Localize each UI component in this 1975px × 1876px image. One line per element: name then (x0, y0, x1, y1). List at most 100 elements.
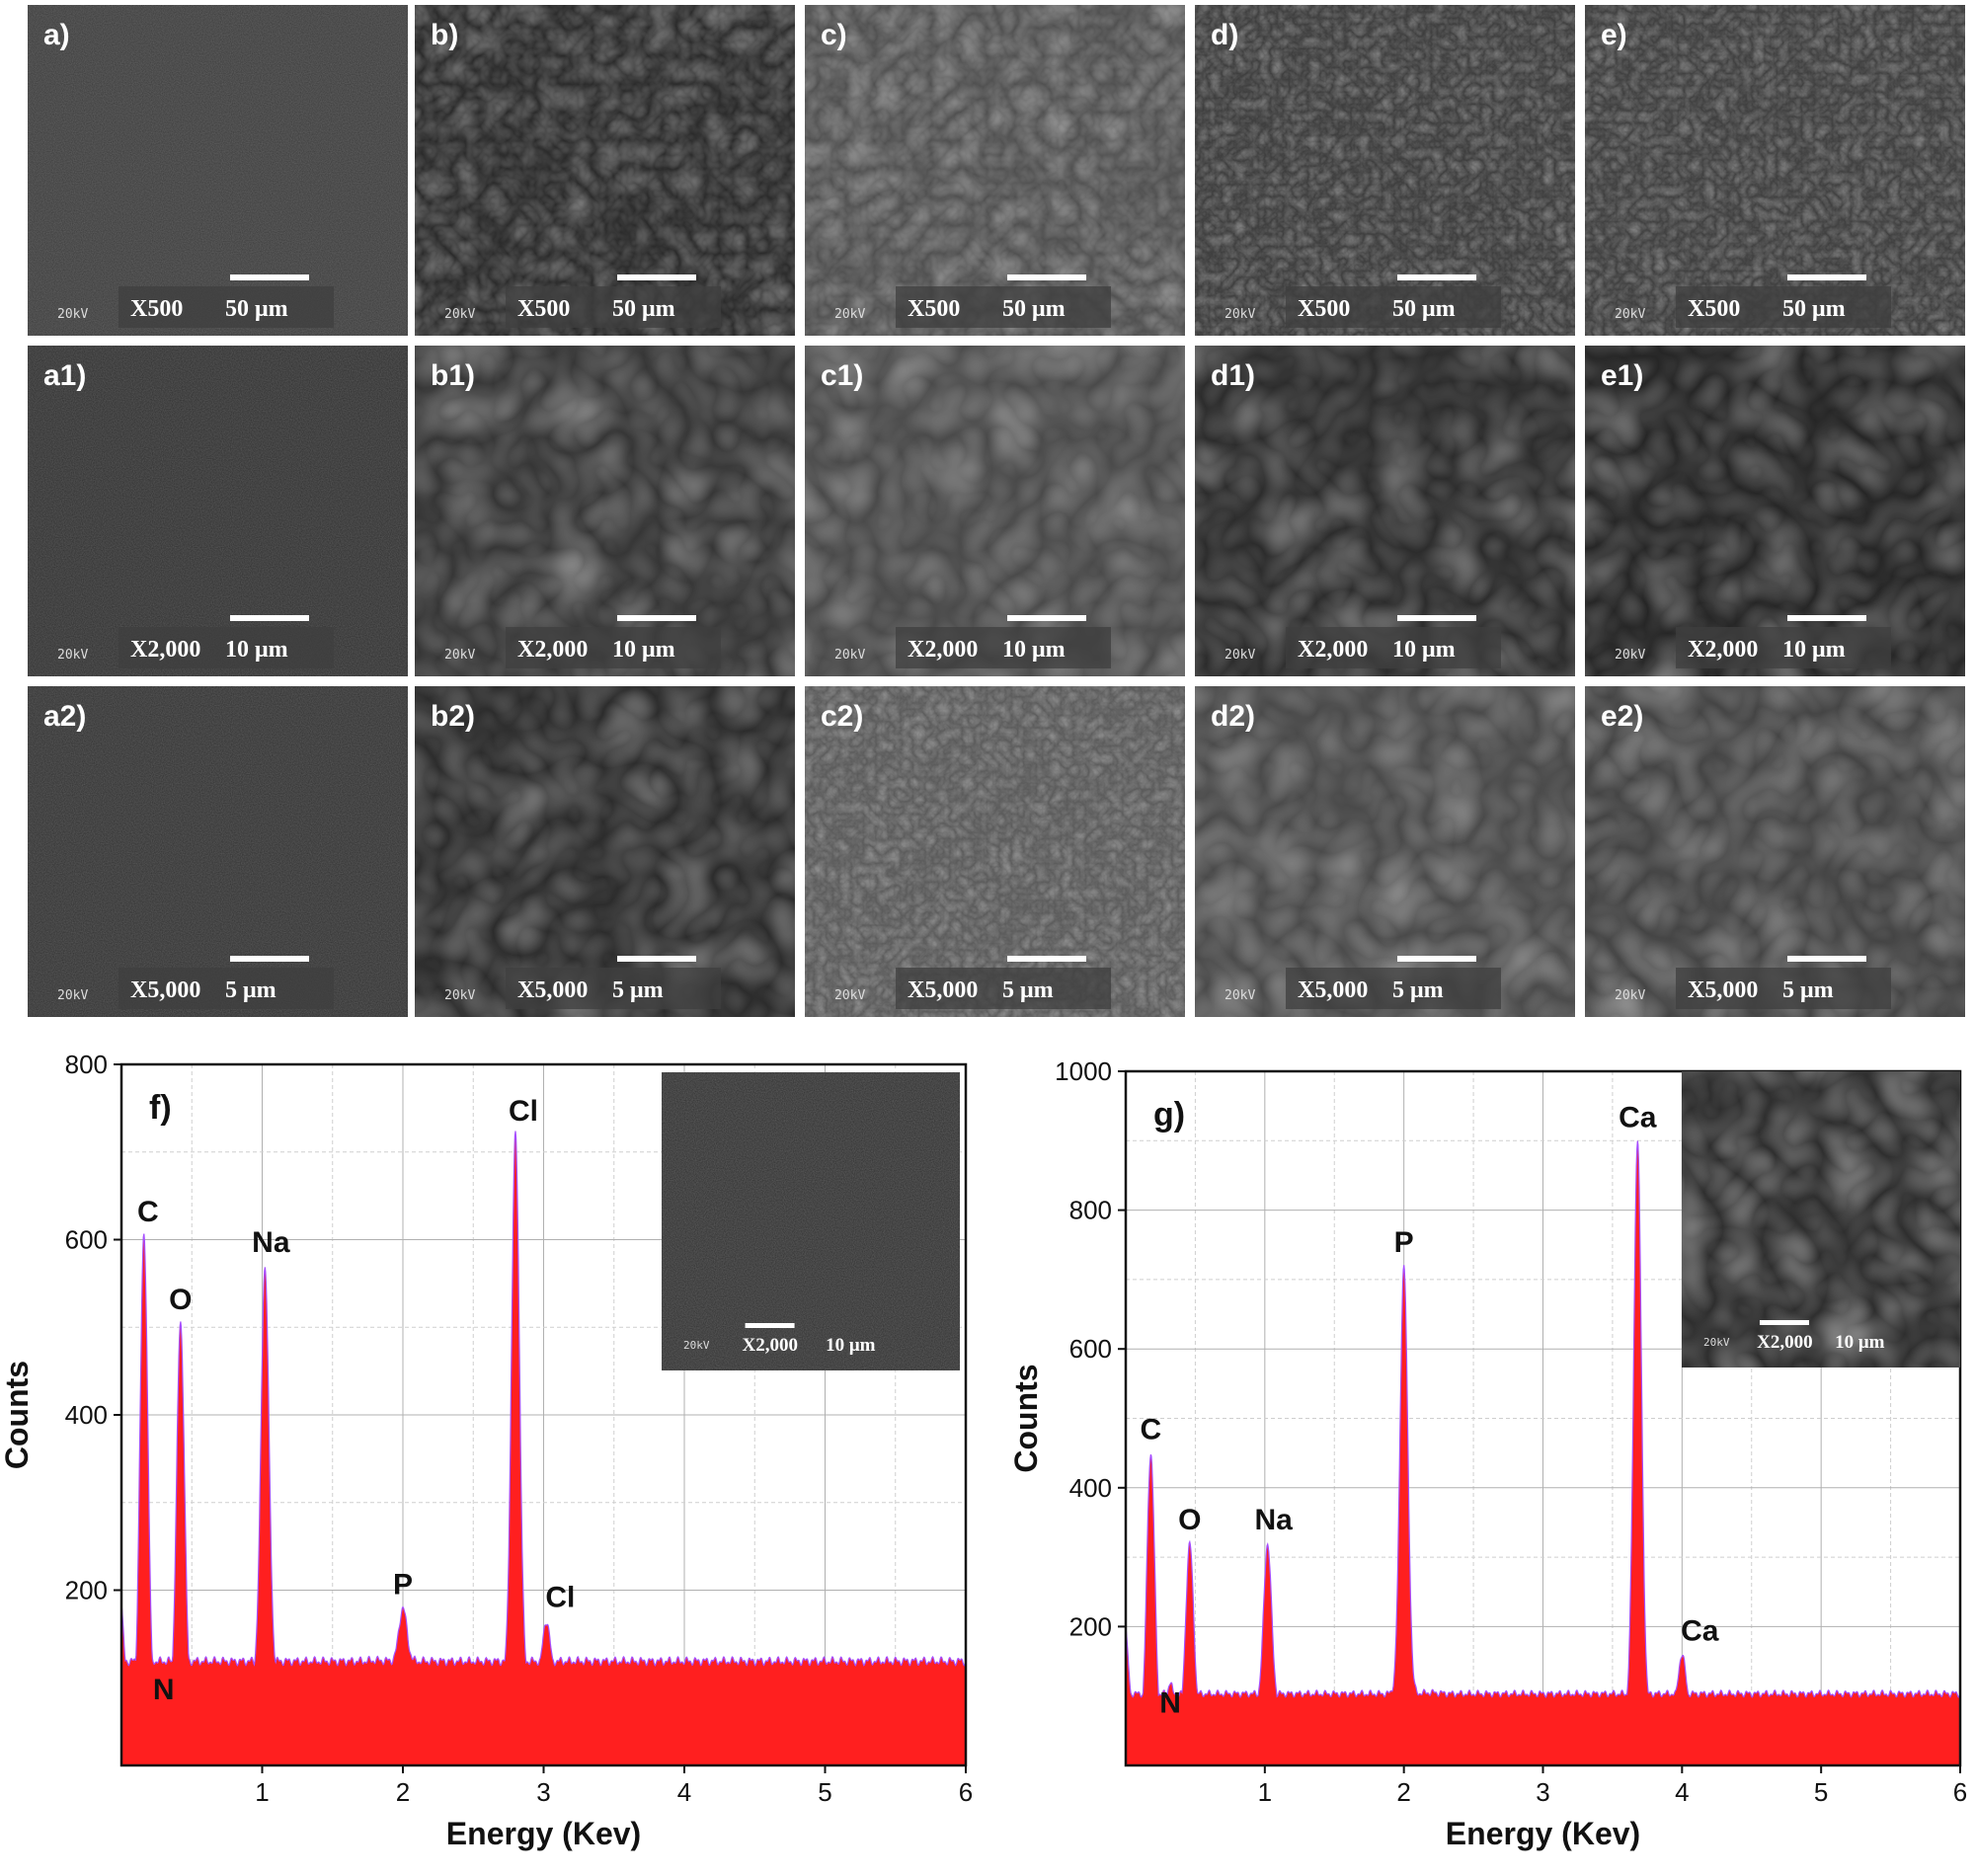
x-tick-label: 3 (1536, 1777, 1549, 1807)
sem-panel-d: d) 20kV X500 50 μm (1195, 5, 1575, 336)
magnification: X2,000 (130, 637, 200, 663)
scale-bar-box (506, 286, 721, 328)
inset-scale-length: 10 μm (826, 1335, 876, 1356)
magnification: X2,000 (517, 637, 588, 663)
peak-label-o: O (1178, 1504, 1201, 1536)
magnification: X500 (130, 296, 183, 322)
sem-panel-label: c1) (821, 359, 863, 392)
sem-texture (805, 686, 1185, 1017)
sem-panel-label: c) (821, 19, 847, 51)
sem-panel-label: b1) (431, 359, 475, 392)
scale-length: 50 μm (612, 296, 675, 322)
scale-bar-box (1286, 968, 1501, 1009)
sem-texture (415, 346, 795, 676)
sem-panel-c2: c2) 20kV X5,000 5 μm (805, 686, 1185, 1017)
scale-length: 10 μm (1002, 637, 1066, 663)
x-tick-label: 2 (396, 1777, 410, 1807)
y-tick-label: 800 (1069, 1196, 1112, 1225)
y-tick-label: 200 (1069, 1611, 1112, 1641)
sem-texture (805, 5, 1185, 336)
sem-panel-e1: e1) 20kV X2,000 10 μm (1585, 346, 1965, 676)
inset-scale-bar (1759, 1320, 1809, 1325)
magnification: X5,000 (1688, 977, 1758, 1003)
y-tick-label: 200 (65, 1576, 108, 1605)
scale-length: 10 μm (1392, 637, 1456, 663)
peak-label-c: C (137, 1196, 159, 1228)
sem-panel-a2: a2) 20kV X5,000 5 μm (28, 686, 408, 1017)
magnification: X5,000 (517, 977, 588, 1003)
accelerating-voltage: 20kV (1224, 648, 1255, 663)
scale-bar (617, 274, 696, 280)
peak-label-c: C (1141, 1414, 1162, 1446)
scale-length: 10 μm (1782, 637, 1846, 663)
scale-bar (1007, 956, 1086, 962)
scale-bar (1007, 274, 1086, 280)
sem-texture (415, 686, 795, 1017)
sem-panel-b1: b1) 20kV X2,000 10 μm (415, 346, 795, 676)
sem-panel-e: e) 20kV X500 50 μm (1585, 5, 1965, 336)
magnification: X5,000 (130, 977, 200, 1003)
sem-texture (1585, 686, 1965, 1017)
sem-texture (1585, 5, 1965, 336)
sem-panel-label: b2) (431, 700, 475, 733)
peak-label-cl: Cl (509, 1095, 538, 1128)
sem-panel-label: b) (431, 19, 458, 51)
scale-length: 50 μm (225, 296, 288, 322)
sem-panel-label: e2) (1601, 700, 1643, 733)
sem-panel-label: a1) (43, 359, 86, 392)
accelerating-voltage: 20kV (57, 307, 88, 322)
scale-bar-box (1676, 627, 1891, 668)
scale-length: 5 μm (1392, 977, 1444, 1003)
scale-length: 50 μm (1782, 296, 1846, 322)
sem-panel-b: b) 20kV X500 50 μm (415, 5, 795, 336)
spectrum-area (1125, 1140, 1961, 1766)
scale-bar-box (896, 627, 1111, 668)
inset-magnification: X2,000 (1757, 1332, 1812, 1353)
sem-panel-label: a2) (43, 700, 86, 733)
scale-bar-box (1676, 286, 1891, 328)
accelerating-voltage: 20kV (1615, 988, 1645, 1003)
accelerating-voltage: 20kV (444, 648, 475, 663)
sem-texture (28, 346, 408, 676)
x-tick-label: 5 (818, 1777, 831, 1807)
inset-sem-image: 20kV X2,000 10 μm (662, 1072, 960, 1370)
x-tick-label: 1 (255, 1777, 269, 1807)
inset-sem-image: 20kV X2,000 10 μm (1682, 1071, 1960, 1368)
scale-length: 50 μm (1392, 296, 1456, 322)
magnification: X500 (1298, 296, 1350, 322)
scale-length: 5 μm (1782, 977, 1834, 1003)
y-axis-title: Counts (0, 1361, 35, 1469)
magnification: X2,000 (1688, 637, 1758, 663)
sem-panel-label: d1) (1211, 359, 1255, 392)
scale-bar-box (118, 627, 334, 668)
scale-length: 50 μm (1002, 296, 1066, 322)
y-tick-label: 400 (1069, 1473, 1112, 1503)
magnification: X500 (1688, 296, 1740, 322)
scale-length: 10 μm (225, 637, 288, 663)
x-tick-label: 5 (1814, 1777, 1828, 1807)
sem-panel-d1: d1) 20kV X2,000 10 μm (1195, 346, 1575, 676)
sem-panel-d2: d2) 20kV X5,000 5 μm (1195, 686, 1575, 1017)
x-tick-label: 6 (1953, 1777, 1967, 1807)
inset-magnification: X2,000 (743, 1335, 798, 1356)
x-tick-label: 3 (536, 1777, 550, 1807)
magnification: X500 (908, 296, 960, 322)
scale-bar-box (896, 286, 1111, 328)
accelerating-voltage: 20kV (1224, 307, 1255, 322)
peak-label-p: P (393, 1568, 413, 1601)
sem-texture (28, 5, 408, 336)
scale-bar (230, 615, 309, 621)
eds-spectrum-f: 1 2 3 4 5 6 200 400 600 800 Energy (Kev) Counts f) C N… (0, 1050, 973, 1851)
sem-micrograph-grid: a) 20kV X500 50 μm b) 20kV X500 50 μm c) 20kV X500… (28, 5, 1965, 1017)
peak-label-p: P (1394, 1226, 1414, 1259)
scale-bar (1397, 274, 1476, 280)
accelerating-voltage: 20kV (57, 988, 88, 1003)
scale-bar (1787, 615, 1866, 621)
accelerating-voltage: 20kV (834, 988, 865, 1003)
plot-panel-label: g) (1153, 1096, 1185, 1133)
scale-bar (230, 274, 309, 280)
sem-panel-c1: c1) 20kV X2,000 10 μm (805, 346, 1185, 676)
scale-length: 5 μm (225, 977, 276, 1003)
sem-panel-c: c) 20kV X500 50 μm (805, 5, 1185, 336)
accelerating-voltage: 20kV (1615, 648, 1645, 663)
